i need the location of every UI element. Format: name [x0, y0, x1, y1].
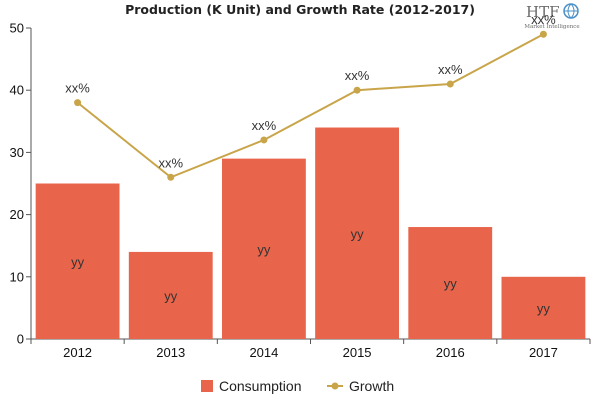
chart-title: Production (K Unit) and Growth Rate (201…: [125, 2, 475, 17]
x-tick-label: 2013: [156, 345, 185, 360]
bar-data-label: yy: [351, 226, 365, 241]
y-tick-label: 30: [10, 145, 24, 160]
legend-swatch-consumption: [201, 380, 213, 392]
bar-data-label: yy: [257, 242, 271, 257]
y-tick-label: 0: [17, 332, 24, 347]
y-tick-label: 20: [10, 207, 24, 222]
x-tick-label: 2012: [63, 345, 92, 360]
x-tick-label: 2014: [249, 345, 278, 360]
growth-data-label: xx%: [158, 155, 183, 170]
growth-line-group: [74, 30, 547, 181]
y-tick-label: 40: [10, 83, 24, 98]
x-tick-label: 2015: [343, 345, 372, 360]
bar-data-label: yy: [71, 254, 85, 269]
globe-icon-lines: [564, 3, 578, 19]
growth-data-label: xx%: [345, 68, 370, 83]
legend: Consumption Growth: [201, 378, 394, 394]
bar-labels: yy yy yy yy yy yy: [71, 226, 550, 316]
legend-marker-growth: [331, 382, 339, 390]
growth-point: [446, 80, 454, 88]
growth-data-label: xx%: [531, 12, 556, 27]
growth-point: [539, 30, 547, 38]
growth-data-label: xx%: [438, 62, 463, 77]
bar: [128, 251, 213, 339]
bar: [221, 158, 306, 339]
logo-subtitle: Market Intelligence: [524, 24, 579, 30]
y-tick-label: 50: [10, 21, 24, 36]
growth-data-label: xx%: [252, 118, 277, 133]
logo-text: HTF: [526, 3, 560, 21]
x-tick-label: 2016: [436, 345, 465, 360]
growth-point: [260, 136, 268, 144]
logo: HTF Market Intelligence: [524, 3, 579, 30]
y-tick-label: 10: [10, 269, 24, 284]
bar: [501, 276, 586, 339]
x-tick-label: 2017: [529, 345, 558, 360]
growth-point: [167, 173, 175, 181]
bars: [35, 127, 586, 340]
growth-point: [74, 99, 82, 107]
bar: [315, 127, 400, 340]
bar: [35, 183, 120, 339]
legend-label-consumption: Consumption: [219, 378, 302, 394]
growth-line: [76, 33, 544, 179]
growth-labels: xx% xx% xx% xx% xx% xx%: [65, 12, 556, 170]
bar-data-label: yy: [444, 276, 458, 291]
growth-data-label: xx%: [65, 81, 90, 96]
bar-data-label: yy: [537, 301, 551, 316]
axes: 0 10 20 30 40 50 2012 2013 2014 2015 2016 2017: [10, 21, 591, 360]
bar-data-label: yy: [164, 288, 178, 303]
bar: [408, 227, 493, 339]
growth-point: [353, 86, 361, 94]
legend-label-growth: Growth: [349, 378, 394, 394]
